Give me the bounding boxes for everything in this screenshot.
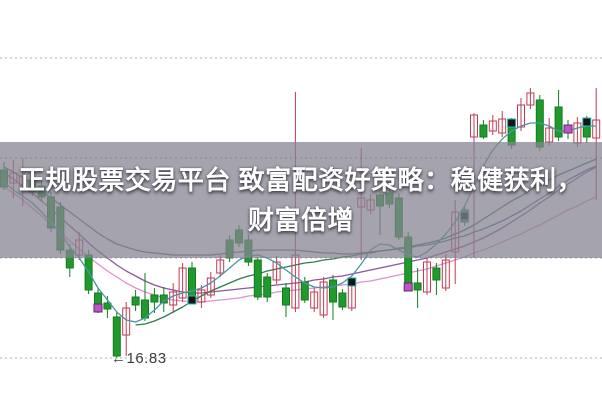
signal-marker-purple [563, 124, 573, 134]
candle-down [253, 259, 262, 298]
candle-up [319, 281, 328, 316]
low-price-annotation: ←16.83 [111, 350, 167, 367]
candle-up [310, 291, 319, 309]
candle-up [423, 261, 431, 293]
candle-up [178, 267, 187, 299]
signal-marker-purple [403, 282, 413, 292]
candle-up [498, 118, 507, 134]
candle-up [488, 120, 497, 132]
candle-down [103, 302, 112, 310]
candle-down [413, 282, 422, 291]
candle-down [479, 124, 488, 138]
candle-down [112, 316, 121, 357]
candle-up [441, 259, 450, 289]
candle-up [526, 92, 535, 106]
candle-down [282, 287, 290, 306]
signal-marker-purple [93, 303, 103, 313]
candle-up [197, 289, 206, 303]
candle-down [338, 292, 347, 308]
signal-marker-black [347, 277, 357, 287]
promo-banner-overlay [0, 142, 602, 258]
candle-down [300, 281, 309, 301]
candle-down [329, 279, 337, 303]
signal-marker-black [187, 295, 197, 305]
candle-up [592, 119, 601, 139]
candle-down [263, 276, 272, 298]
candle-up [517, 104, 525, 128]
candle-up [122, 307, 131, 336]
candle-down [554, 106, 563, 138]
candle-down [432, 267, 441, 281]
candle-up [470, 114, 478, 138]
candle-up [216, 259, 225, 274]
candle-down [131, 296, 140, 306]
candle-up [206, 277, 215, 296]
signal-marker-black [507, 118, 517, 128]
candle-up [272, 261, 281, 281]
signal-marker-black [582, 117, 592, 127]
candle-down [150, 294, 159, 303]
